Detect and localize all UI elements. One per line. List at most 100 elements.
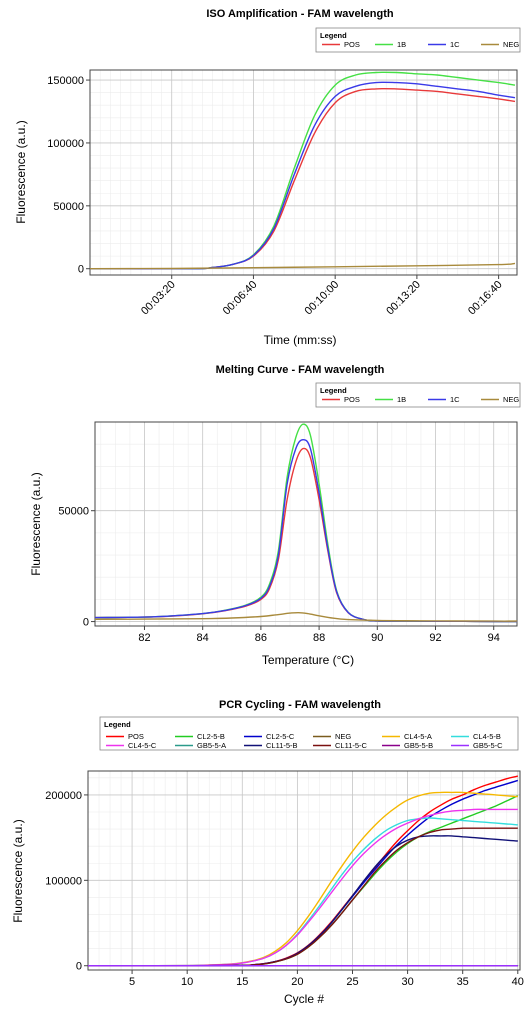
series-line-1b xyxy=(89,71,516,270)
x-tick-label: 20 xyxy=(291,976,303,988)
plot-area xyxy=(87,770,521,971)
grid xyxy=(87,771,520,970)
x-tick-label: 00:13:20 xyxy=(384,279,423,318)
legend-label: CL4-5-A xyxy=(404,732,432,741)
x-tick-label: 30 xyxy=(401,976,413,988)
y-tick-label: 200000 xyxy=(45,790,82,802)
chart-title: Melting Curve - FAM wavelength xyxy=(216,364,385,376)
legend-entries: POS CL2-5-B CL2-5-C NEG CL4-5-A CL4-5-B CL4-5-… xyxy=(106,732,503,750)
series-line-pos xyxy=(89,87,516,270)
legend-title: Legend xyxy=(104,720,131,729)
legend-label: 1B xyxy=(397,40,406,49)
series-line-cl11-5-b xyxy=(87,835,518,967)
x-axis-label: Time (mm:ss) xyxy=(264,333,337,347)
x-tick-label: 86 xyxy=(255,632,267,644)
x-tick-label: 40 xyxy=(512,976,524,988)
legend: Legend POS 1B 1C NEG xyxy=(315,27,521,53)
plot-area xyxy=(89,69,518,276)
legend-label: POS xyxy=(128,732,144,741)
iso-amplification-chart: ISO Amplification - FAM wavelength Legen… xyxy=(14,8,521,347)
legend-label: 1C xyxy=(450,395,460,404)
legend-label: NEG xyxy=(335,732,351,741)
series-lines xyxy=(87,775,519,967)
series-line-cl2-5-b xyxy=(87,795,519,967)
axis-ticks: 00:03:20 00:06:40 00:10:00 00:13:20 00:16:40… xyxy=(47,75,504,317)
legend-label: CL4-5-C xyxy=(128,741,157,750)
y-tick-label: 0 xyxy=(83,617,89,629)
melting-curve-chart: Melting Curve - FAM wavelength Legend PO… xyxy=(29,364,521,667)
pcr-cycling-chart: PCR Cycling - FAM wavelength Legend POS C… xyxy=(11,699,524,1006)
legend-title: Legend xyxy=(320,31,347,40)
series-line-1c xyxy=(94,438,517,623)
series-lines xyxy=(94,423,518,623)
y-axis-label: Fluorescence (a.u.) xyxy=(11,819,25,922)
legend-label: 1B xyxy=(397,395,406,404)
axis-ticks: 82 84 86 88 90 92 94 0 50000 xyxy=(58,506,499,644)
series-line-pos xyxy=(87,775,518,967)
series-line-neg xyxy=(94,611,518,622)
legend-label: GB5-5-A xyxy=(197,741,226,750)
legend-label: NEG xyxy=(503,395,519,404)
x-tick-label: 92 xyxy=(429,632,441,644)
x-tick-label: 00:16:40 xyxy=(466,279,505,318)
legend-box xyxy=(99,716,519,751)
legend: Legend POS 1B 1C NEG xyxy=(315,382,521,408)
y-tick-label: 150000 xyxy=(47,75,84,87)
series-line-1c xyxy=(89,81,516,270)
series-line-neg xyxy=(89,262,516,270)
chart-title: PCR Cycling - FAM wavelength xyxy=(219,699,381,711)
legend-label: POS xyxy=(344,395,360,404)
y-tick-label: 50000 xyxy=(53,201,84,213)
grid xyxy=(89,70,517,275)
plot-area xyxy=(94,421,518,627)
legend-label: POS xyxy=(344,40,360,49)
legend-title: Legend xyxy=(320,386,347,395)
x-tick-label: 90 xyxy=(371,632,383,644)
y-axis-label: Fluorescence (a.u.) xyxy=(14,120,28,223)
legend-box xyxy=(315,27,521,53)
series-line-cl4-5-c xyxy=(87,808,518,967)
legend: Legend POS CL2-5-B CL2-5-C NEG CL4-5-A CL4-5-… xyxy=(99,716,519,751)
legend-label: CL2-5-B xyxy=(197,732,225,741)
y-tick-label: 100000 xyxy=(45,875,82,887)
chart-title: ISO Amplification - FAM wavelength xyxy=(206,8,394,20)
legend-label: NEG xyxy=(503,40,519,49)
y-tick-label: 50000 xyxy=(58,506,89,518)
x-tick-label: 00:10:00 xyxy=(303,279,342,318)
legend-entries: POS 1B 1C NEG xyxy=(322,40,519,49)
legend-label: CL4-5-B xyxy=(473,732,501,741)
y-axis-label: Fluorescence (a.u.) xyxy=(29,472,43,575)
x-tick-label: 35 xyxy=(457,976,469,988)
series-line-1b xyxy=(94,423,517,623)
series-line-cl4-5-b xyxy=(87,817,518,967)
series-line-pos xyxy=(94,447,517,623)
legend-label: 1C xyxy=(450,40,460,49)
x-tick-label: 84 xyxy=(197,632,209,644)
y-tick-label: 0 xyxy=(76,961,82,973)
legend-entries: POS 1B 1C NEG xyxy=(322,395,519,404)
grid xyxy=(95,421,517,626)
x-tick-label: 82 xyxy=(138,632,150,644)
x-tick-label: 88 xyxy=(313,632,325,644)
legend-box xyxy=(315,382,521,408)
legend-label: GB5-5-B xyxy=(404,741,433,750)
x-axis-label: Cycle # xyxy=(284,992,324,1006)
legend-label: CL11-5-C xyxy=(335,741,368,750)
x-tick-label: 94 xyxy=(488,632,500,644)
series-line-cl11-5-c xyxy=(87,827,518,967)
axis-ticks: 5 10 15 20 25 30 35 40 0 100000 200000 xyxy=(45,790,524,988)
x-axis-label: Temperature (°C) xyxy=(262,653,354,667)
x-tick-label: 10 xyxy=(181,976,193,988)
series-line-cl2-5-c xyxy=(87,779,519,967)
series-line-cl4-5-a xyxy=(87,791,518,967)
x-tick-label: 00:06:40 xyxy=(221,279,260,318)
series-lines xyxy=(89,71,516,270)
x-tick-label: 15 xyxy=(236,976,248,988)
legend-label: CL2-5-C xyxy=(266,732,295,741)
x-tick-label: 25 xyxy=(346,976,358,988)
legend-label: GB5-5-C xyxy=(473,741,503,750)
x-tick-label: 5 xyxy=(129,976,135,988)
y-tick-label: 100000 xyxy=(47,138,84,150)
legend-label: CL11-5-B xyxy=(266,741,298,750)
